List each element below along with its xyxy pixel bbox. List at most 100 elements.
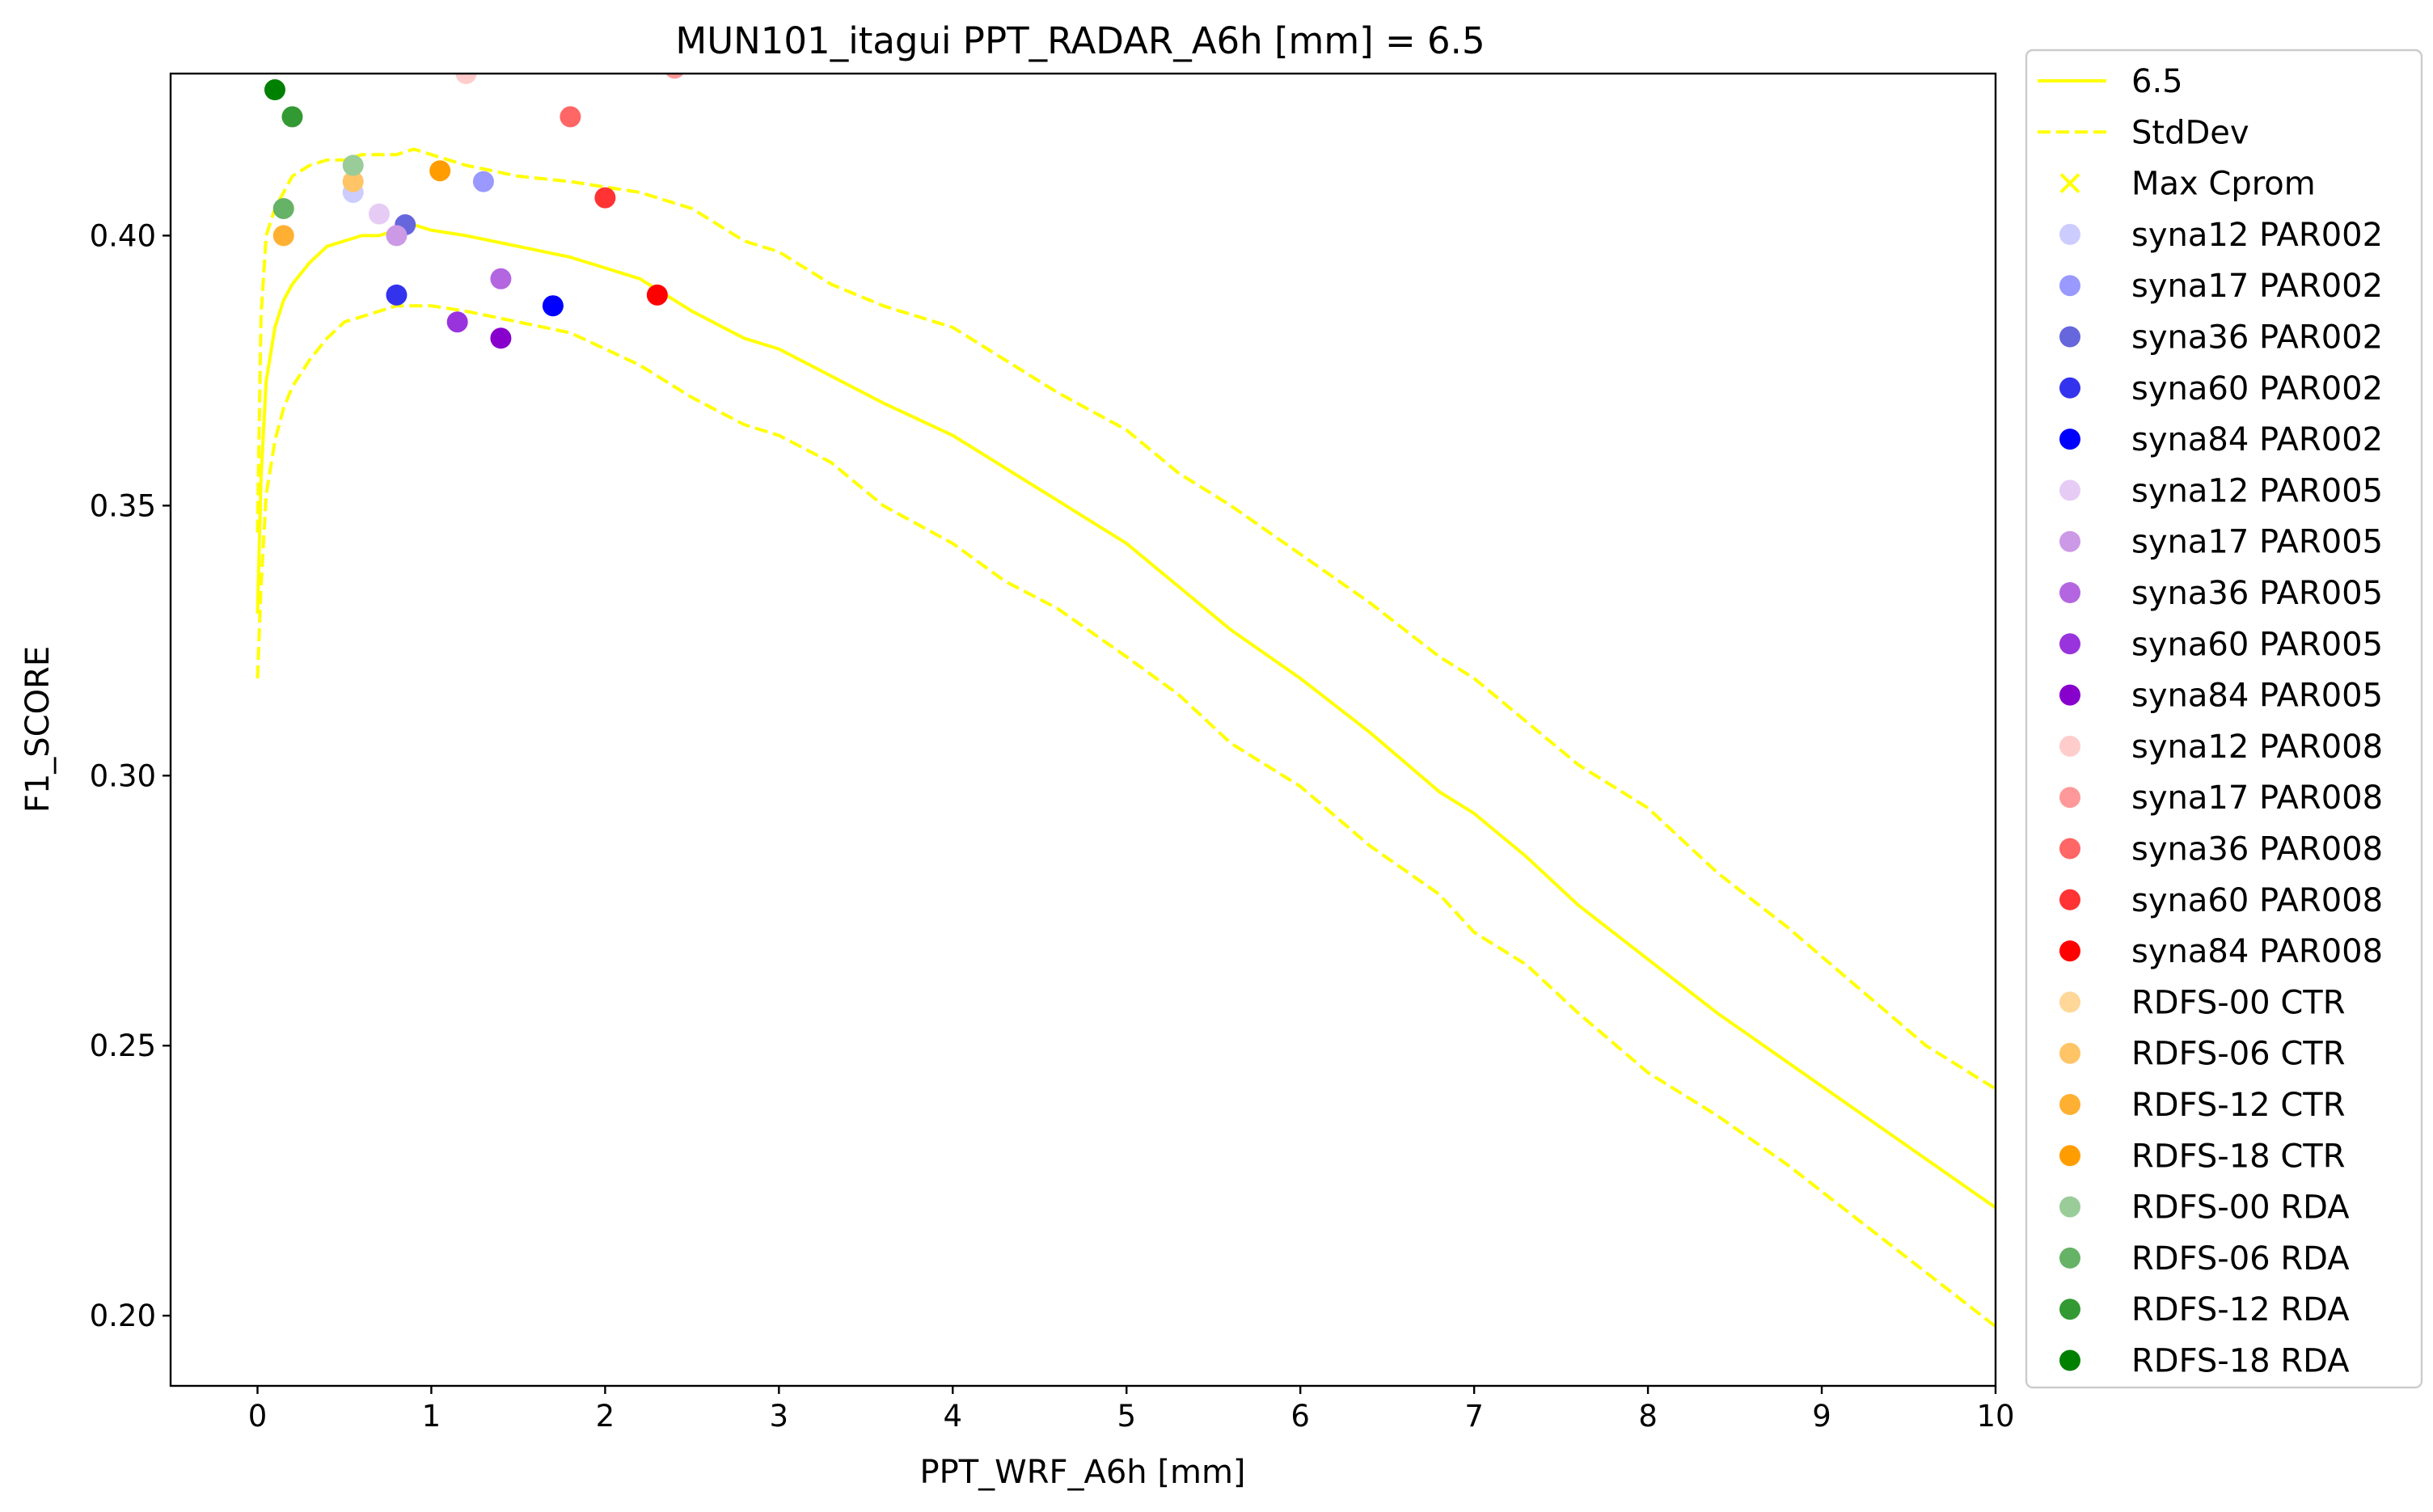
legend-label: syna17 PAR008 [2131,779,2383,817]
y-tick-label: 0.20 [90,1299,156,1333]
y-tick-label: 0.30 [90,758,156,793]
legend-entry: syna84 PAR008 [2059,933,2383,970]
legend-swatch [2059,173,2080,194]
legend-entry: syna36 PAR008 [2059,831,2383,868]
legend-swatch [2059,275,2080,297]
legend-entry: RDFS-00 RDA [2059,1189,2350,1227]
legend: 6.5 StdDev Max Cprom syna12 PAR002 syna17 PA… [2025,49,2423,1389]
scatter-point [264,79,285,101]
legend-label: RDFS-06 CTR [2131,1036,2346,1073]
legend-label: syna36 PAR008 [2131,831,2383,868]
legend-label: syna12 PAR008 [2131,729,2383,766]
x-tick-label: 4 [944,1399,963,1434]
scatter-point [646,284,668,306]
legend-entry: syna12 PAR005 [2059,472,2383,509]
legend-swatch [2059,1196,2080,1218]
x-tick-label: 5 [1117,1399,1136,1434]
x-tick-label: 8 [1638,1399,1658,1434]
legend-label: RDFS-18 CTR [2131,1138,2346,1175]
legend-swatch [2059,377,2080,399]
legend-swatch [2059,326,2080,348]
x-tick-label: 1 [422,1399,441,1434]
legend-entry: syna12 PAR008 [2059,729,2383,766]
plot-layer [256,74,1996,1328]
x-tick-label: 10 [1976,1399,2014,1434]
scatter-point [490,327,512,349]
legend-entry: syna17 PAR008 [2059,779,2383,817]
legend-label: RDFS-12 RDA [2131,1291,2350,1328]
legend-swatch [2059,838,2080,859]
legend-entry: syna84 PAR002 [2059,421,2383,458]
scatter-point [386,225,408,247]
legend-label: syna17 PAR002 [2131,268,2383,305]
legend-label: RDFS-12 CTR [2131,1087,2346,1124]
legend-label: syna36 PAR005 [2131,575,2383,612]
legend-swatch [2059,1299,2080,1320]
legend-swatch [2059,787,2080,809]
y-tick-label: 0.25 [90,1028,156,1063]
legend-box [2025,49,2423,1389]
scatter-point [665,74,684,79]
legend-swatch [2059,1349,2080,1371]
legend-label: StdDev [2131,114,2249,151]
x-tick-label: 6 [1290,1399,1310,1434]
stddev-line [256,304,1996,1328]
legend-swatch [2059,1042,2080,1064]
x-tick-label: 7 [1464,1399,1484,1434]
y-axis-title: F1_SCORE [19,646,57,813]
legend-entry: RDFS-06 RDA [2059,1240,2350,1278]
legend-swatch [2059,223,2080,245]
legend-entry: syna84 PAR005 [2059,678,2383,715]
legend-label: RDFS-00 CTR [2131,984,2346,1021]
legend-swatch [2059,684,2080,706]
legend-entry: RDFS-18 RDA [2059,1343,2350,1380]
plot-frame [169,72,1997,1387]
legend-label: RDFS-00 RDA [2131,1189,2350,1227]
legend-swatch [2059,582,2080,603]
legend-label: 6.5 [2131,63,2183,100]
legend-label: syna60 PAR002 [2131,370,2383,408]
x-tick-label: 0 [248,1399,268,1434]
legend-label: RDFS-18 RDA [2131,1343,2350,1380]
legend-label: syna84 PAR005 [2131,678,2383,715]
x-tick-label: 9 [1812,1399,1831,1434]
legend-entry: syna60 PAR005 [2059,626,2383,663]
scatter-point [281,106,303,128]
legend-swatch [2059,991,2080,1013]
legend-swatch [2059,633,2080,655]
legend-entry: RDFS-18 CTR [2059,1138,2346,1175]
scatter-point [446,311,468,333]
mean-line [256,223,1996,1210]
legend-entry: RDFS-12 CTR [2059,1087,2346,1124]
scatter-point [342,154,364,176]
x-tick-label: 2 [596,1399,615,1434]
legend-label: syna12 PAR002 [2131,217,2383,254]
legend-label: RDFS-06 RDA [2131,1240,2350,1278]
legend-entry: syna17 PAR002 [2059,268,2383,305]
scatter-point [386,284,408,306]
legend-swatch [2059,429,2080,450]
legend-label: syna17 PAR005 [2131,524,2383,561]
legend-entry: syna36 PAR005 [2059,575,2383,612]
scatter-point [560,106,581,128]
legend-entry: RDFS-06 CTR [2059,1036,2346,1073]
scatter-point [429,160,451,182]
legend-label: syna12 PAR005 [2131,472,2383,509]
scatter-point [455,74,477,84]
chart-title: MUN101_itagui PPT_RADAR_A6h [mm] = 6.5 [675,19,1485,62]
legend-entry: syna12 PAR002 [2059,217,2383,254]
stddev-line [256,147,1996,1091]
y-axis: 0.20 0.25 0.30 0.35 0.40 [90,218,171,1333]
scatter-point [272,225,294,247]
scatter-point [342,171,364,192]
x-axis: 0 1 2 3 4 5 6 7 8 9 10 [248,1386,2015,1434]
y-tick-label: 0.35 [90,488,156,523]
legend-entry: syna60 PAR002 [2059,370,2383,408]
legend-swatch [2059,1145,2080,1167]
legend-label: syna84 PAR002 [2131,421,2383,458]
scatter-point [490,268,512,289]
y-tick-label: 0.40 [90,218,156,253]
scatter-point [542,295,564,317]
legend-swatch [2059,1094,2080,1115]
